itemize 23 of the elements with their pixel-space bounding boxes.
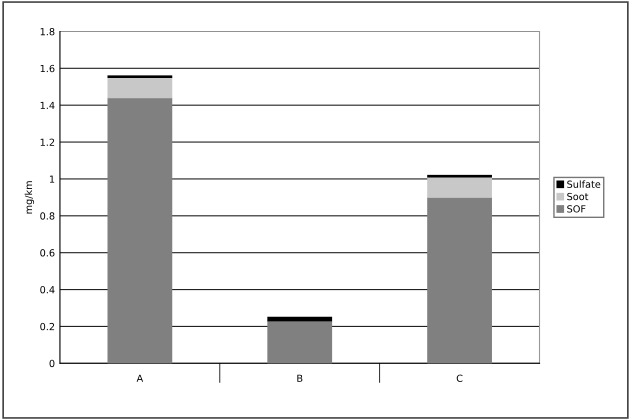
y-tick-label: 1.2: [40, 138, 54, 146]
y-tick-label: 0.2: [40, 322, 54, 330]
y-tick-label: 1: [50, 176, 54, 183]
legend-label: Soot: [567, 192, 588, 200]
x-tick-label: B: [297, 374, 302, 382]
y-tick-label: 0.8: [40, 212, 54, 220]
y-tick-label: 1.4: [40, 102, 55, 109]
y-tick-label: 0.4: [40, 286, 55, 294]
y-tick-label: 0: [50, 360, 54, 368]
x-tick-label: C: [456, 374, 462, 382]
bar: [107, 97, 172, 364]
legend-label: Sulfate: [567, 180, 600, 188]
bar: [107, 77, 172, 98]
y-tick-label: 1.6: [40, 64, 54, 72]
bar: [267, 320, 332, 364]
y-tick-label: 1.8: [40, 28, 54, 36]
y-axis-title: mg/km: [24, 181, 34, 214]
bar: [427, 176, 492, 198]
y-tick-label: 0.6: [40, 249, 54, 257]
bar: [427, 196, 492, 364]
bar: [267, 316, 332, 322]
legend-label: SOF: [567, 205, 586, 213]
x-tick-label: A: [136, 374, 144, 382]
